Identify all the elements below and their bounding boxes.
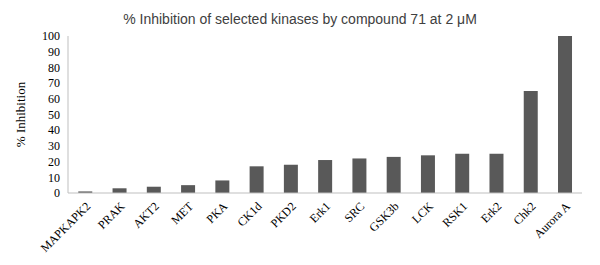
svg-text:20: 20	[48, 155, 60, 169]
svg-text:70: 70	[48, 76, 60, 90]
svg-text:GSK3b: GSK3b	[366, 199, 401, 234]
svg-text:Chk2: Chk2	[510, 199, 538, 227]
svg-text:10: 10	[48, 171, 60, 185]
svg-text:50: 50	[48, 108, 60, 122]
svg-text:40: 40	[48, 123, 60, 137]
svg-text:MET: MET	[168, 199, 196, 227]
svg-text:PRAK: PRAK	[95, 199, 128, 232]
svg-text:RSK1: RSK1	[440, 199, 471, 230]
svg-text:PKA: PKA	[203, 199, 230, 226]
svg-text:LCK: LCK	[409, 199, 436, 226]
svg-text:MAPKAPK2: MAPKAPK2	[38, 199, 94, 255]
svg-text:0: 0	[54, 186, 60, 200]
svg-text:Erk1: Erk1	[307, 199, 333, 225]
svg-text:Erk2: Erk2	[478, 199, 504, 225]
svg-text:60: 60	[48, 92, 60, 106]
svg-text:30: 30	[48, 139, 60, 153]
svg-text:CK1d: CK1d	[234, 199, 264, 229]
html-text:% Inhibition of selected kinas: % Inhibition of selected kinases by comp…	[123, 11, 477, 27]
svg-text:Aurora A: Aurora A	[531, 199, 573, 241]
svg-text:PKD2: PKD2	[268, 199, 299, 230]
svg-text:90: 90	[48, 45, 60, 59]
svg-text:100: 100	[42, 30, 60, 43]
svg-text:% Inhibition: % Inhibition	[13, 81, 28, 147]
svg-text:80: 80	[48, 61, 60, 75]
svg-text:AKT2: AKT2	[130, 199, 162, 231]
svg-text:SRC: SRC	[341, 199, 367, 225]
